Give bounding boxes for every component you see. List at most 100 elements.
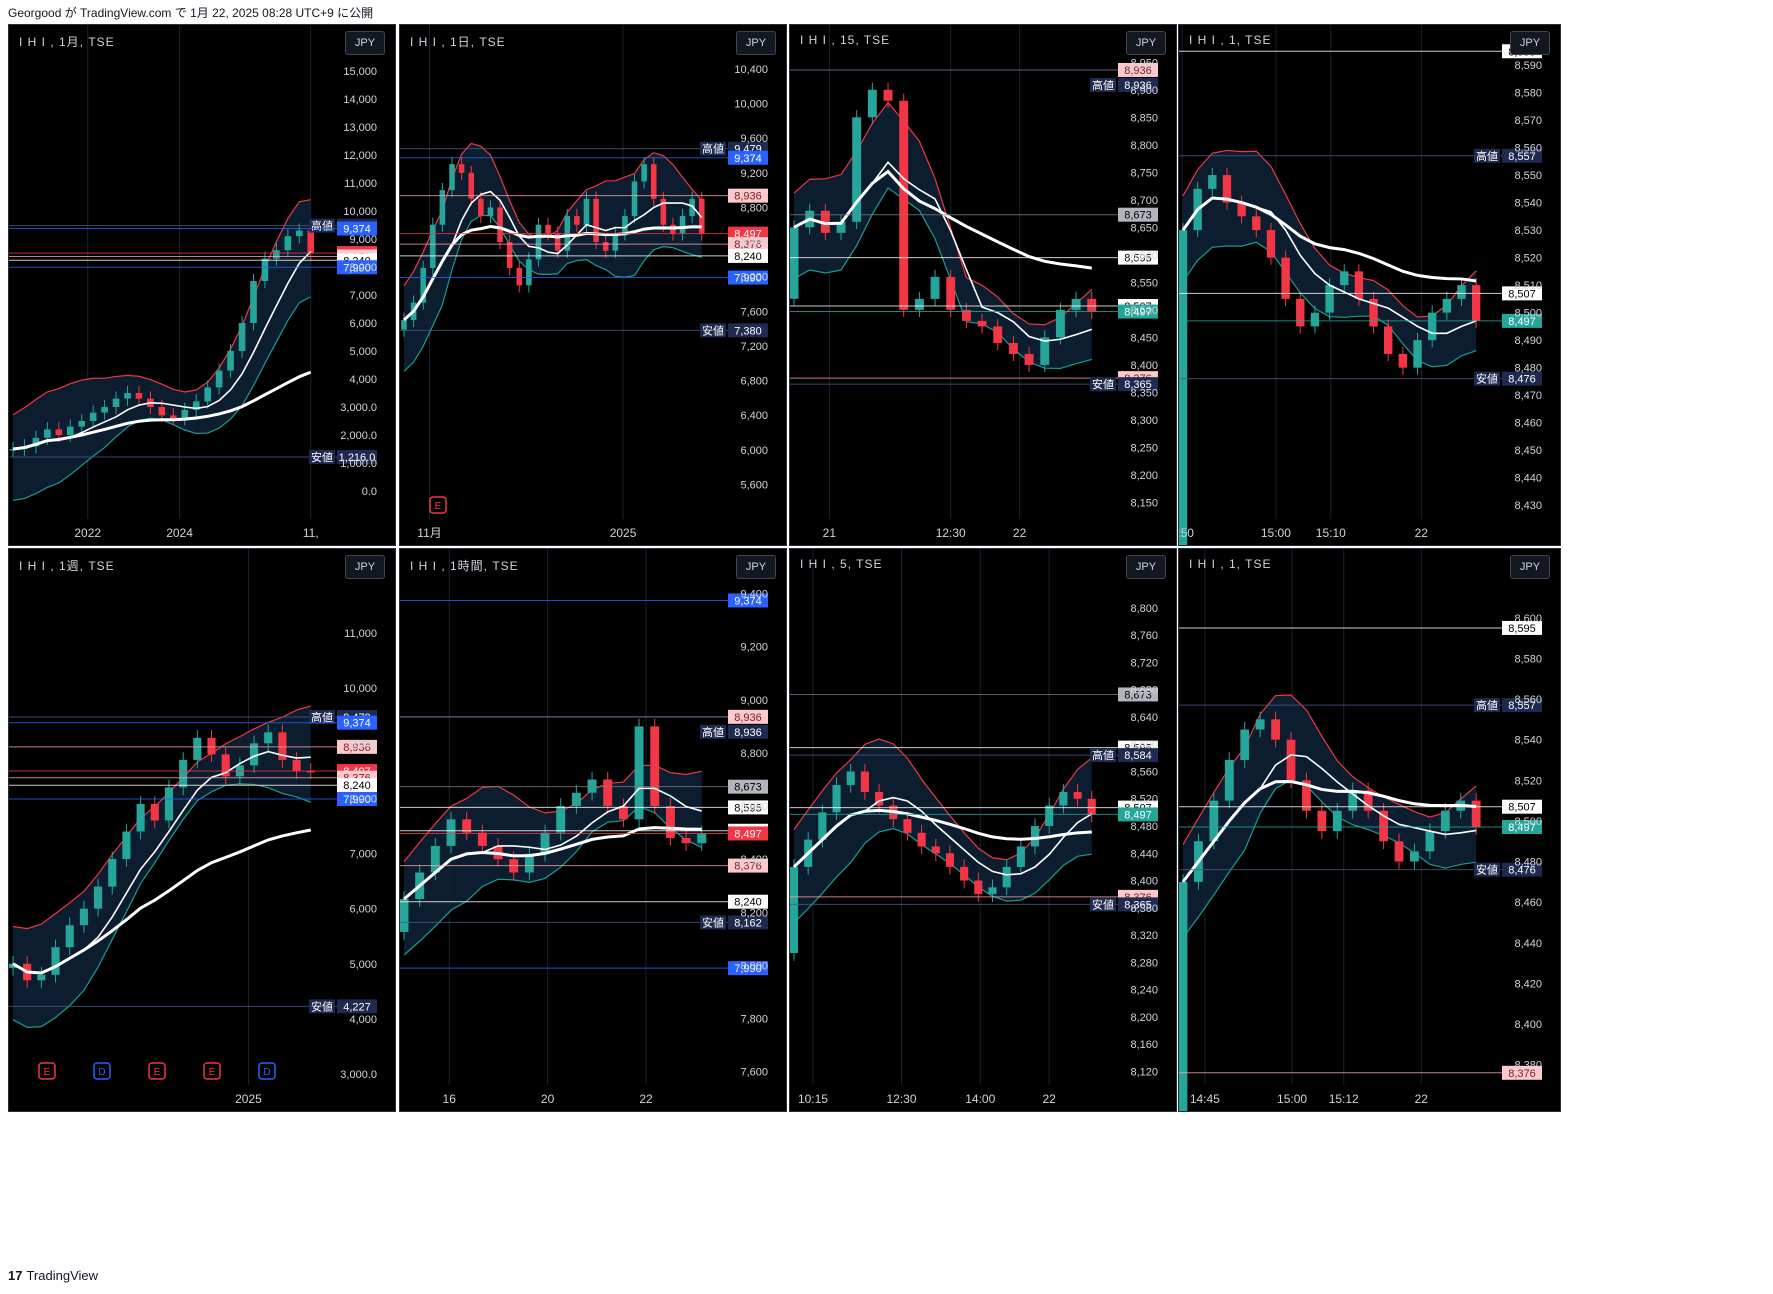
x-tick-label: 15:10 <box>1316 526 1346 540</box>
chart-svg: 高値9,4799,3748,4978,3768,2407,990安値1,216.… <box>9 25 377 540</box>
currency-button[interactable]: JPY <box>736 555 776 579</box>
chart-panel-5[interactable]: 高値9,4799,3748,9368,4978,3768,2407,990安値4… <box>8 548 396 1112</box>
x-tick-label: 22 <box>1013 526 1027 540</box>
candle <box>650 726 660 807</box>
candle <box>430 224 436 269</box>
y-tick-label: 12,000 <box>343 150 377 162</box>
price-value: 7,990 <box>734 273 762 285</box>
price-label-tag <box>1474 371 1500 386</box>
candle <box>487 207 494 217</box>
chart-panel-1[interactable]: 高値9,4799,3748,4978,3768,2407,990安値1,216.… <box>8 24 396 546</box>
price-value-badge <box>1502 371 1542 386</box>
candle <box>1237 202 1246 217</box>
price-label-name: 安値 <box>311 999 333 1013</box>
candle <box>278 732 287 760</box>
chart-panel-8[interactable]: 8,595 高値 8,557 8,507 8,497 安値 8,476 8,376 8,600 8… <box>1178 548 1561 1112</box>
y-tick-label: 8,520 <box>1514 775 1542 787</box>
price-value: 8,365 <box>1124 379 1152 391</box>
y-tick-label: 4,000 <box>349 1014 377 1026</box>
candle <box>446 819 456 846</box>
y-tick-label: 5,000 <box>349 959 377 971</box>
candle <box>55 429 63 435</box>
price-label-tag <box>309 999 335 1014</box>
y-tick-label: 8,650 <box>1130 222 1158 234</box>
price-value: 8,584 <box>1124 750 1152 762</box>
tradingview-footer[interactable]: 17 TradingView <box>8 1268 98 1283</box>
candle <box>250 281 257 323</box>
y-tick-label: 10,000 <box>734 99 768 111</box>
y-tick-label: 3,000.0 <box>340 402 377 414</box>
y-tick-label: 8,350 <box>1130 387 1158 399</box>
currency-button[interactable]: JPY <box>1126 555 1166 579</box>
price-value-badge <box>728 800 768 815</box>
price-value-badge <box>1118 77 1158 92</box>
currency-button[interactable]: JPY <box>1510 555 1550 579</box>
candle <box>587 779 597 793</box>
price-value: 8,476 <box>1508 865 1536 877</box>
chart-title: I H I , 1, TSE <box>1189 33 1272 47</box>
price-value-badge <box>1118 250 1158 265</box>
price-label-tag <box>1474 698 1500 713</box>
candle <box>249 743 259 766</box>
y-tick-label: 8,530 <box>1514 225 1542 237</box>
candle <box>1310 312 1320 327</box>
y-tick-label: 5,600 <box>740 479 768 491</box>
candle <box>1266 230 1276 258</box>
price-label-name: 高値 <box>1092 78 1114 92</box>
price-value: 8,476 <box>1508 374 1536 386</box>
y-tick-label: 6,000 <box>349 318 377 330</box>
y-tick-label: 8,510 <box>1514 280 1542 292</box>
candle <box>1008 342 1018 354</box>
y-tick-label: 8,800 <box>1130 603 1158 615</box>
price-value: 8,673 <box>1124 689 1152 701</box>
price-value-badge <box>1118 897 1158 912</box>
y-tick-label: 7,200 <box>740 341 768 353</box>
currency-button[interactable]: JPY <box>345 31 385 55</box>
candle <box>1369 298 1378 327</box>
y-tick-label: 7,000 <box>349 290 377 302</box>
price-value: 8,936 <box>1124 80 1152 92</box>
y-tick-label: 11,000 <box>344 178 377 190</box>
chart-panel-4[interactable]: 8,595高値8,5578,5078,497安値8,4768,5908,5808… <box>1178 24 1561 546</box>
candle <box>524 853 534 873</box>
price-label-tag <box>700 323 726 338</box>
currency-button[interactable]: JPY <box>1510 31 1550 55</box>
candle <box>295 230 303 237</box>
chart-panel-2[interactable]: 高値 9,479 9,374 8,936 8,497 8,376 8,240 7,990 安値 7… <box>399 24 787 546</box>
chart-panel-7[interactable]: 8,6738,595高値8,5848,5078,4978,376安値8,3658… <box>789 548 1177 1112</box>
price-value-badge <box>1118 377 1158 392</box>
chart-panel-3[interactable]: 8,936高値8,9368,6738,5958,5078,4978,376安値8… <box>789 24 1177 546</box>
y-tick-label: 8,120 <box>1130 1066 1158 1078</box>
candle <box>1340 271 1349 286</box>
price-value-badge <box>728 894 768 909</box>
y-tick-label: 9,000 <box>740 695 768 707</box>
event-marker-icon <box>93 1062 111 1080</box>
lower-band-line <box>1182 779 1477 939</box>
price-value-badge <box>728 779 768 794</box>
price-value-badge <box>728 188 768 203</box>
y-tick-label: 8,800 <box>1130 140 1158 152</box>
candle <box>960 866 969 881</box>
x-tick-label: 11月 <box>417 526 441 540</box>
y-tick-label: 10,000 <box>343 683 377 695</box>
candle <box>650 164 657 199</box>
lower-band-line <box>793 187 1092 370</box>
price-value: 8,497 <box>734 828 762 840</box>
candle <box>931 846 940 854</box>
y-tick-label: 8,450 <box>1130 332 1158 344</box>
currency-button[interactable]: JPY <box>1126 31 1166 55</box>
candle <box>32 437 40 447</box>
chart-panel-6[interactable]: 9,3748,936高値8,9368,6738,5958,5078,4978,3… <box>399 548 787 1112</box>
price-value: 8,365 <box>1124 899 1152 911</box>
y-tick-label: 8,480 <box>1514 363 1542 375</box>
price-label-name: 高値 <box>311 219 333 233</box>
candle <box>1317 810 1327 832</box>
price-value: 8,673 <box>1124 210 1152 222</box>
currency-button[interactable]: JPY <box>345 555 385 579</box>
y-tick-label: 8,800 <box>740 748 768 760</box>
price-label-name: 安値 <box>1476 863 1498 877</box>
price-value: 8,595 <box>1508 623 1536 635</box>
currency-button[interactable]: JPY <box>736 31 776 55</box>
price-label-tag <box>700 724 726 739</box>
price-value: 9,374 <box>343 718 371 730</box>
